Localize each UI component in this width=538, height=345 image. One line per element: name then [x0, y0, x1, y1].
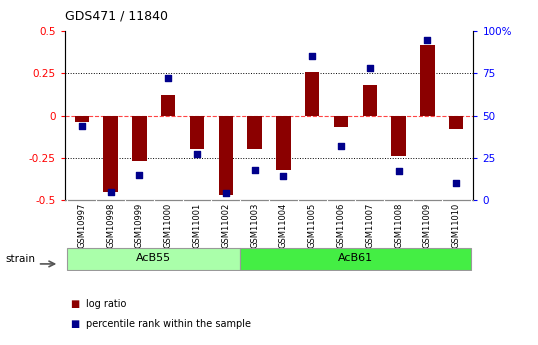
Bar	[161, 95, 175, 116]
Point	[308, 54, 316, 59]
Point	[452, 180, 461, 186]
Point	[193, 152, 201, 157]
Text: AcB55: AcB55	[136, 253, 172, 263]
Bar	[449, 116, 463, 129]
Bar	[276, 116, 291, 170]
Point	[250, 167, 259, 172]
Point	[337, 143, 345, 149]
Bar	[103, 116, 118, 191]
Point	[423, 37, 431, 42]
Bar	[75, 116, 89, 122]
FancyBboxPatch shape	[67, 248, 240, 270]
Bar	[420, 45, 435, 116]
Text: strain: strain	[5, 254, 36, 264]
Text: GDS471 / 11840: GDS471 / 11840	[65, 9, 167, 22]
Text: percentile rank within the sample: percentile rank within the sample	[86, 319, 251, 329]
Text: ■: ■	[70, 319, 79, 329]
Point	[107, 189, 115, 194]
FancyBboxPatch shape	[240, 248, 471, 270]
Bar	[132, 116, 147, 161]
Bar	[363, 85, 377, 116]
Bar	[247, 116, 262, 149]
Bar	[391, 116, 406, 156]
Bar	[190, 116, 204, 149]
Bar	[334, 116, 348, 127]
Text: log ratio: log ratio	[86, 299, 126, 308]
Point	[279, 174, 288, 179]
Point	[135, 172, 144, 177]
Bar	[218, 116, 233, 195]
Point	[394, 169, 403, 174]
Point	[222, 190, 230, 196]
Point	[365, 66, 374, 71]
Point	[77, 123, 86, 128]
Point	[164, 76, 173, 81]
Text: AcB61: AcB61	[338, 253, 373, 263]
Bar	[305, 72, 320, 116]
Text: ■: ■	[70, 299, 79, 308]
